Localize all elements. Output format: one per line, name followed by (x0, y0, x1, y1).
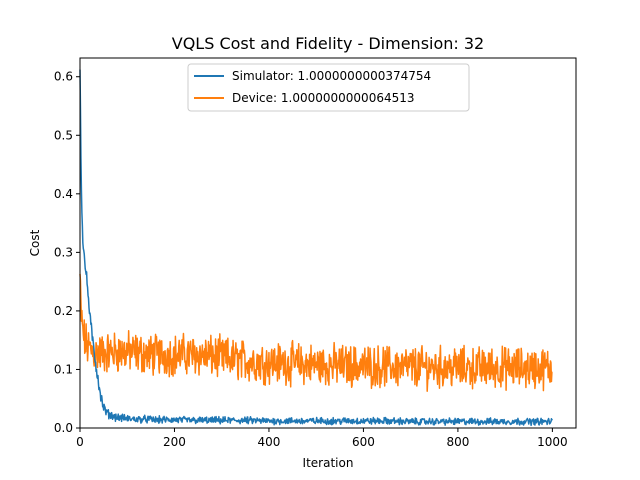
y-tick-label: 0.1 (54, 362, 73, 376)
y-tick-label: 0.6 (54, 70, 73, 84)
plot-frame (79, 57, 577, 429)
legend-box (187, 63, 470, 112)
series-line-device (79, 273, 553, 393)
y-tick-label: 0.0 (54, 421, 73, 435)
chart-title: VQLS Cost and Fidelity - Dimension: 32 (172, 34, 484, 53)
x-tick-label: 0 (76, 435, 84, 449)
y-tick-label: 0.3 (54, 245, 73, 259)
x-tick-label: 200 (163, 435, 186, 449)
series-line-simulator (79, 69, 554, 427)
y-tick-label: 0.2 (54, 304, 73, 318)
x-tick-label: 400 (257, 435, 280, 449)
y-axis: 0.0 0.1 0.2 0.3 0.4 0.5 0.6 (54, 70, 80, 435)
y-tick-label: 0.4 (54, 187, 73, 201)
y-tick-label: 0.5 (54, 128, 73, 142)
legend: Simulator: 1.0000000000374754 Device: 1.… (187, 63, 470, 112)
legend-entry-device: Device: 1.0000000000064513 (232, 91, 415, 105)
x-tick-label: 600 (352, 435, 375, 449)
legend-entry-simulator: Simulator: 1.0000000000374754 (232, 69, 431, 83)
x-tick-label: 800 (446, 435, 469, 449)
x-axis-label: Iteration (303, 456, 354, 470)
y-axis-label: Cost (28, 229, 42, 256)
x-axis: 0 200 400 600 800 1000 (76, 428, 568, 449)
x-tick-label: 1000 (537, 435, 568, 449)
series-layer (79, 69, 554, 427)
